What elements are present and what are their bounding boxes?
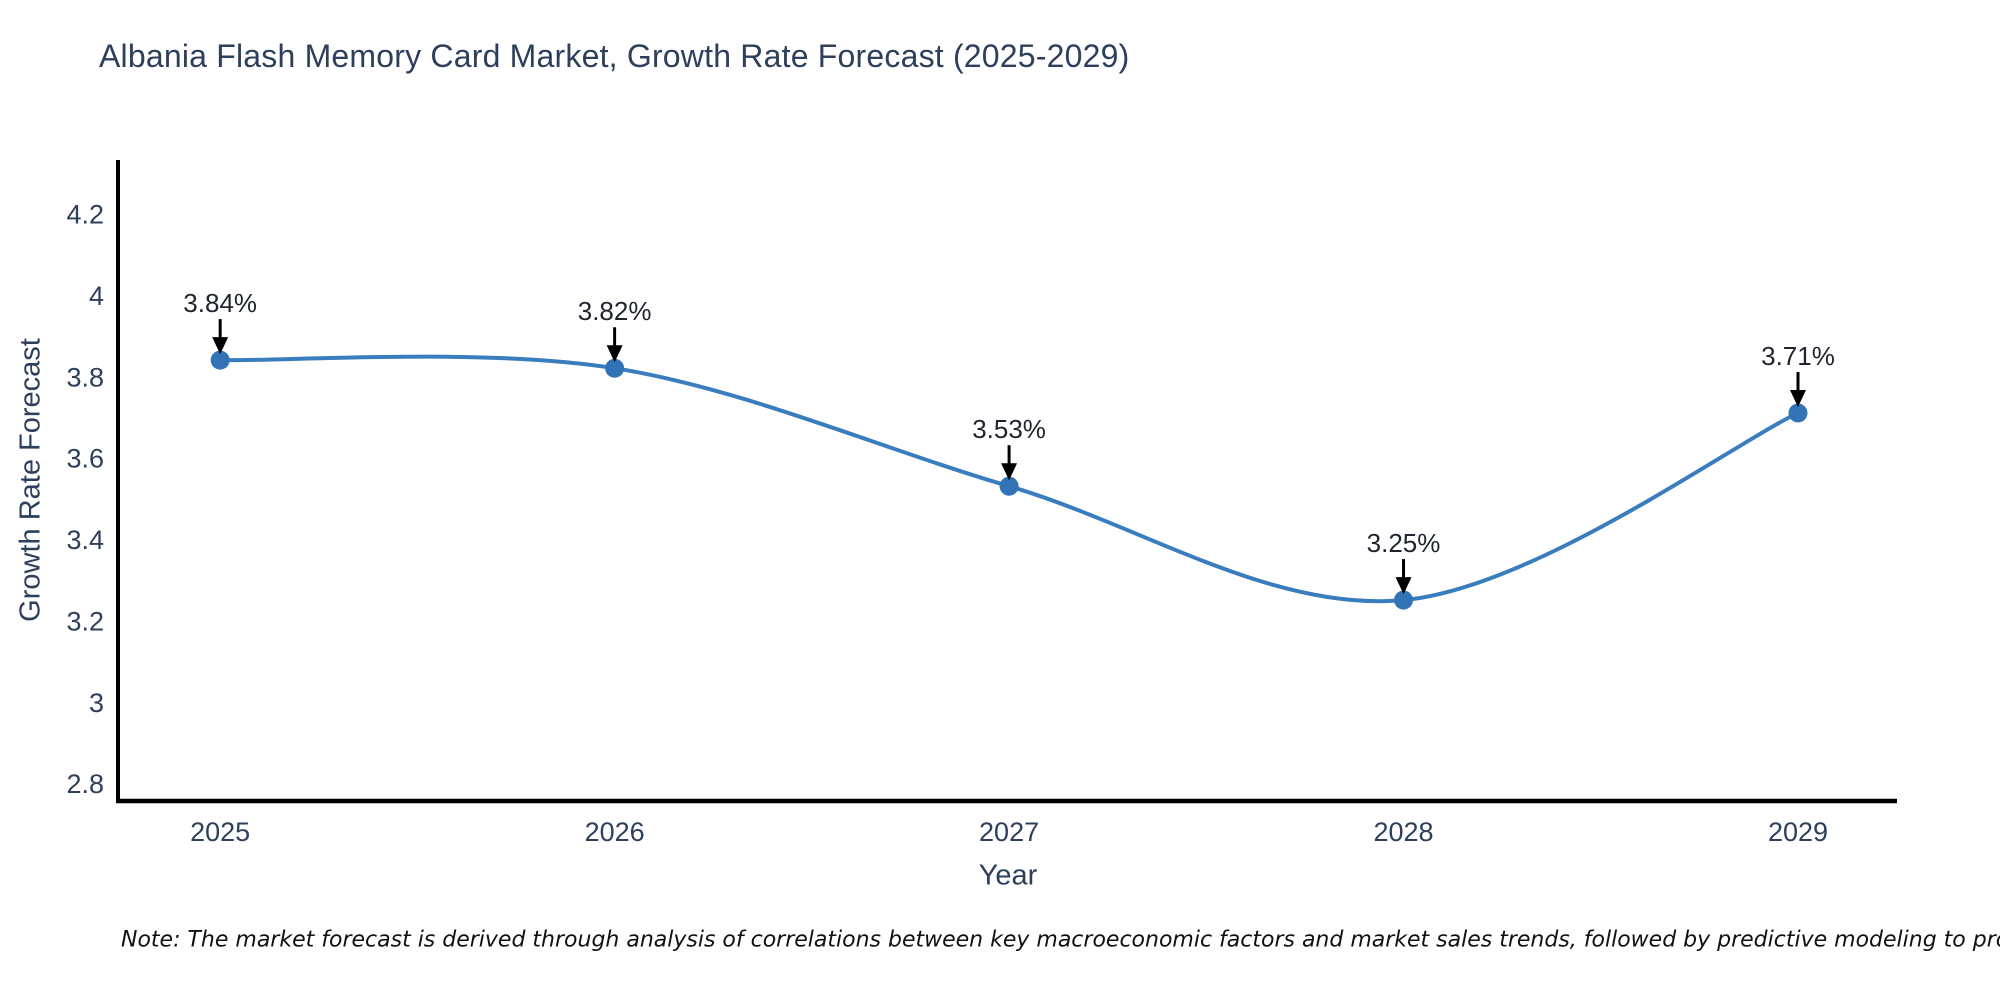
- x-tick-label: 2028: [1373, 817, 1433, 847]
- point-label: 3.84%: [183, 288, 257, 318]
- y-tick-label: 3.6: [66, 444, 104, 474]
- data-point-marker: [999, 476, 1019, 496]
- y-tick-label: 3.4: [66, 525, 104, 555]
- annotation-arrowhead: [1395, 577, 1412, 595]
- chart-title: Albania Flash Memory Card Market, Growth…: [99, 38, 1130, 74]
- point-label: 3.71%: [1761, 341, 1835, 371]
- annotation-arrowhead: [212, 337, 229, 355]
- data-point-marker: [1394, 590, 1414, 610]
- point-label: 3.25%: [1367, 528, 1441, 558]
- y-tick-label: 3.2: [66, 606, 104, 636]
- data-point-marker: [210, 350, 230, 370]
- annotation-arrowhead: [1789, 389, 1806, 407]
- annotation-arrowhead: [1001, 463, 1018, 481]
- x-tick-label: 2025: [190, 817, 250, 847]
- data-point-marker: [1788, 403, 1808, 423]
- data-point-marker: [605, 358, 625, 378]
- y-tick-label: 4: [89, 281, 104, 311]
- point-label: 3.53%: [972, 414, 1046, 444]
- y-tick-label: 3: [89, 688, 104, 718]
- y-tick-label: 4.2: [66, 200, 104, 230]
- y-tick-label: 3.8: [66, 362, 104, 392]
- x-tick-label: 2027: [979, 817, 1039, 847]
- point-label: 3.82%: [578, 296, 652, 326]
- annotation-arrowhead: [606, 345, 623, 363]
- x-tick-label: 2029: [1768, 817, 1828, 847]
- x-tick-label: 2026: [585, 817, 645, 847]
- footnote: Note: The market forecast is derived thr…: [121, 927, 2000, 953]
- x-axis-title: Year: [978, 859, 1038, 892]
- y-tick-label: 2.8: [66, 769, 104, 799]
